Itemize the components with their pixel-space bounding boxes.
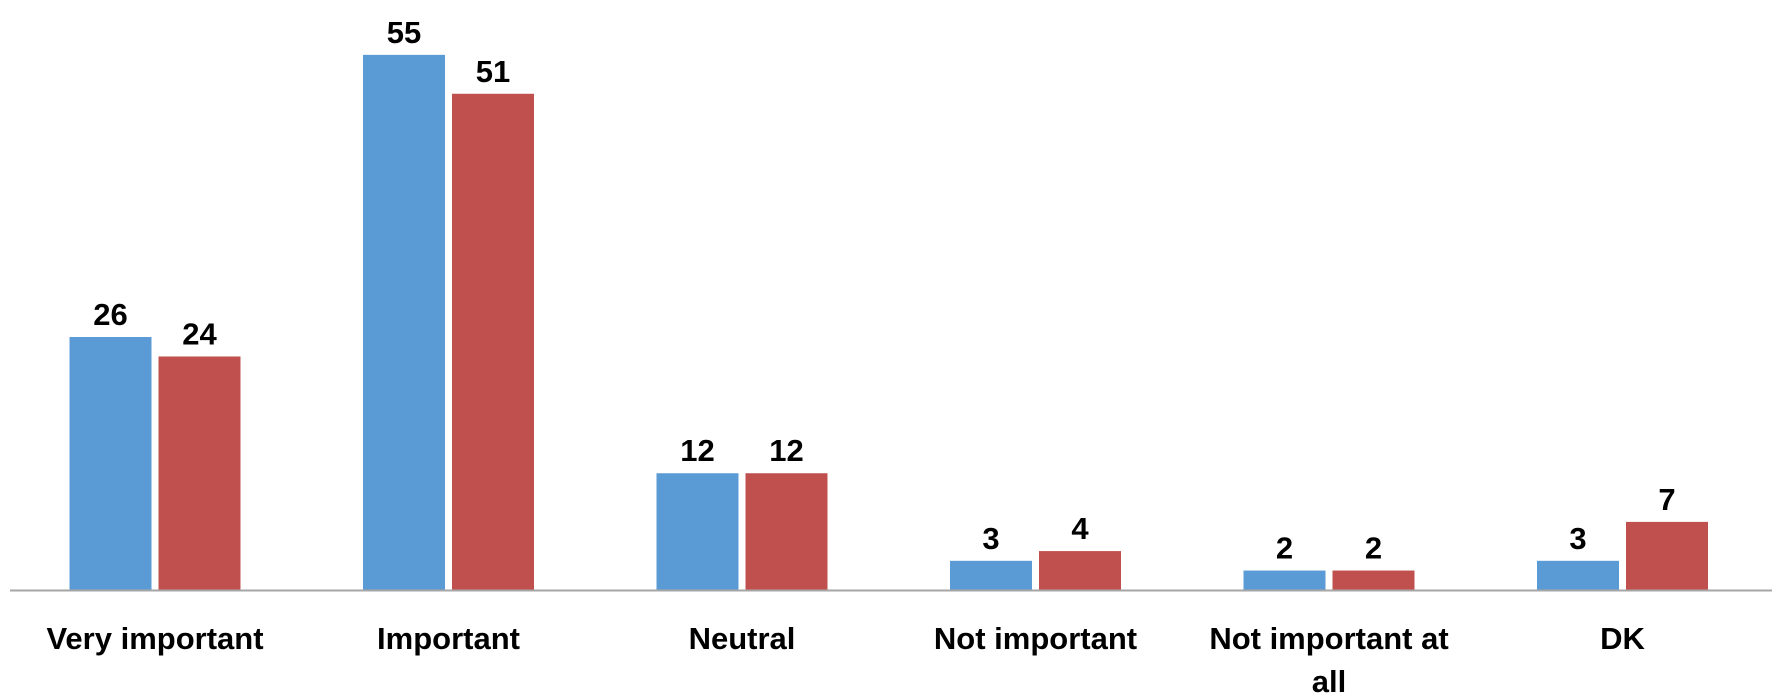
data-label: 4 — [1071, 511, 1089, 546]
bar-series-1-important — [363, 54, 445, 591]
data-label: 3 — [982, 521, 999, 556]
data-label: 51 — [476, 54, 510, 89]
bar-series-2-very-important — [158, 356, 241, 590]
data-labels-layer: 26 24 55 51 12 12 3 4 2 2 3 7 — [93, 15, 1675, 566]
data-label: 7 — [1658, 482, 1675, 517]
bar-series-1-not-important — [950, 560, 1032, 590]
bar-series-2-dk — [1626, 521, 1708, 590]
data-label: 2 — [1276, 531, 1293, 566]
bar-series-1-very-important — [69, 337, 152, 590]
data-label: 12 — [769, 433, 803, 468]
data-label: 12 — [680, 433, 714, 468]
data-label: 3 — [1569, 521, 1586, 556]
category-labels-layer: Very important Important Neutral Not import… — [46, 621, 1645, 699]
data-label: 55 — [387, 15, 421, 50]
bar-series-1-neutral — [656, 473, 739, 590]
data-label: 24 — [182, 316, 217, 351]
category-label: Important — [377, 621, 520, 656]
bar-series-1-dk — [1537, 560, 1619, 590]
data-label: 2 — [1365, 531, 1382, 566]
bar-series-2-not-important-at-all — [1332, 570, 1415, 590]
category-label: Very important — [46, 621, 263, 656]
category-label: Neutral — [689, 621, 796, 656]
bar-series-2-important — [452, 93, 534, 591]
bar-series-2-neutral — [745, 473, 828, 590]
category-label: Not important — [934, 621, 1137, 656]
bar-series-2-not-important — [1039, 551, 1121, 590]
bars-layer — [69, 54, 1708, 591]
category-label: DK — [1600, 621, 1645, 656]
bar-series-1-not-important-at-all — [1243, 570, 1326, 590]
category-label: Not important at all — [1209, 621, 1448, 699]
data-label: 26 — [93, 297, 127, 332]
